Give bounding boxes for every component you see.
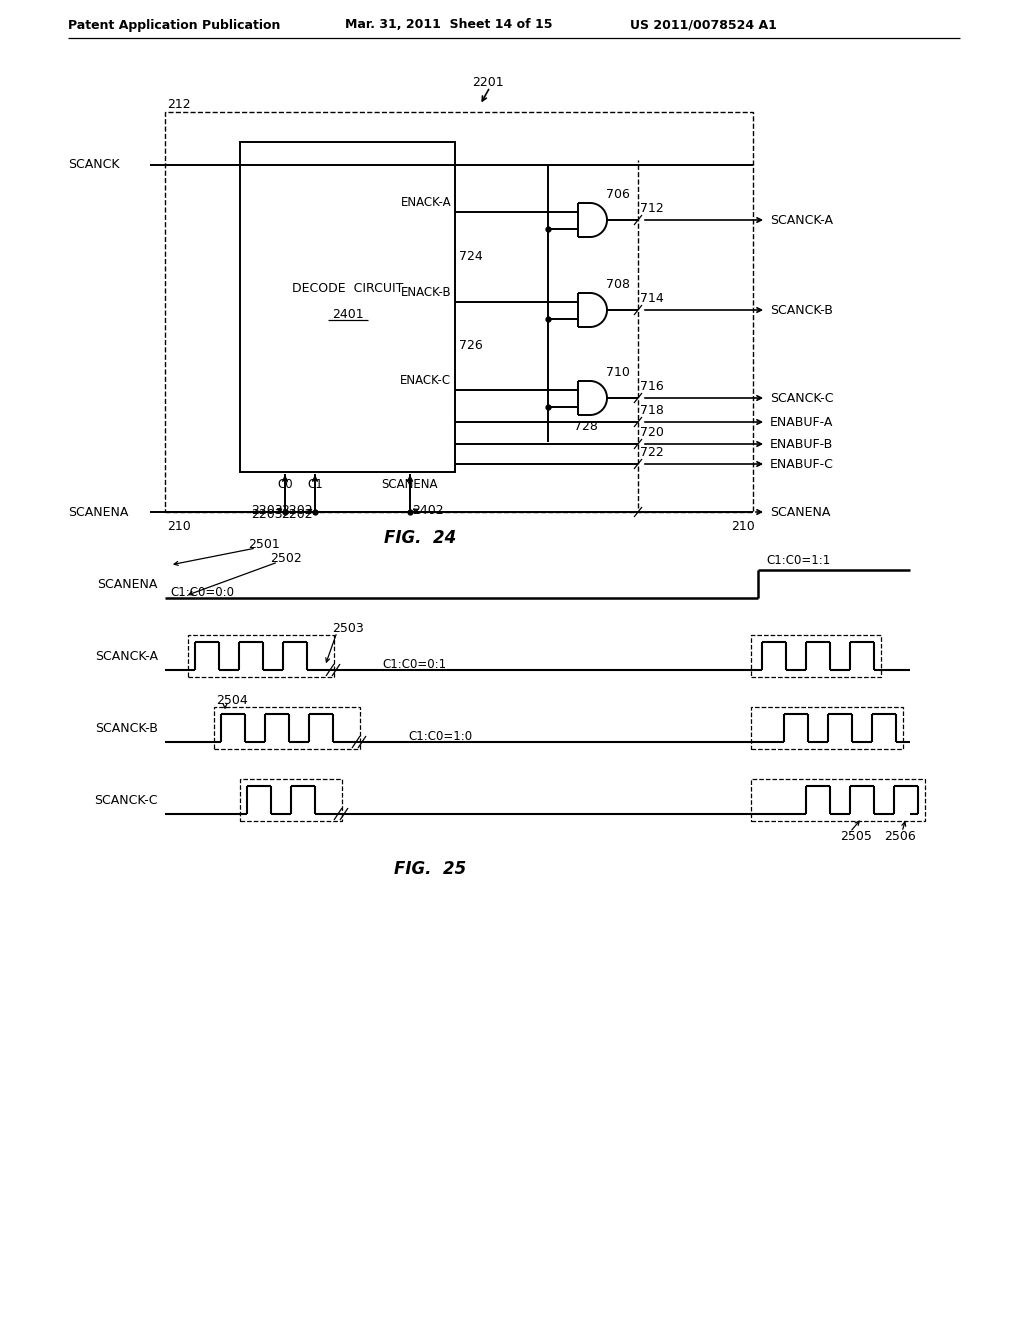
Text: SCANENA: SCANENA — [97, 578, 158, 590]
Text: SCANCK-B: SCANCK-B — [95, 722, 158, 734]
Text: SCANENA: SCANENA — [68, 506, 128, 519]
Text: DECODE  CIRCUIT: DECODE CIRCUIT — [292, 282, 403, 296]
Text: 2201: 2201 — [472, 77, 504, 90]
Bar — [165, 112, 753, 512]
Text: 710: 710 — [606, 367, 630, 380]
Bar — [751, 635, 881, 677]
Text: ENACK-A: ENACK-A — [400, 195, 451, 209]
Text: FIG.  24: FIG. 24 — [384, 529, 456, 546]
Text: Mar. 31, 2011  Sheet 14 of 15: Mar. 31, 2011 Sheet 14 of 15 — [345, 18, 553, 32]
Text: SCANCK-A: SCANCK-A — [95, 649, 158, 663]
Text: 2401: 2401 — [332, 309, 364, 322]
Text: 728: 728 — [574, 421, 598, 433]
Text: 712: 712 — [640, 202, 664, 214]
Text: 718: 718 — [640, 404, 664, 417]
Text: ENABUF-C: ENABUF-C — [770, 458, 834, 470]
Text: 2402: 2402 — [412, 503, 443, 516]
Text: 720: 720 — [640, 425, 664, 438]
Text: 2203: 2203 — [251, 503, 283, 516]
Text: 2501: 2501 — [248, 537, 280, 550]
Text: 212: 212 — [167, 99, 190, 111]
Text: 2202: 2202 — [282, 503, 313, 516]
Text: ENABUF-A: ENABUF-A — [770, 416, 834, 429]
Text: 2502: 2502 — [270, 552, 302, 565]
Text: 714: 714 — [640, 292, 664, 305]
Text: 2505: 2505 — [840, 829, 871, 842]
Text: 706: 706 — [606, 189, 630, 202]
Text: ENACK-C: ENACK-C — [400, 374, 451, 387]
Text: 726: 726 — [459, 339, 482, 352]
Text: SCANCK-C: SCANCK-C — [770, 392, 834, 404]
Text: SCANCK-A: SCANCK-A — [770, 214, 833, 227]
Bar — [751, 779, 925, 821]
Text: C1:C0=0:0: C1:C0=0:0 — [170, 586, 234, 598]
Text: C1:C0=0:1: C1:C0=0:1 — [382, 657, 446, 671]
Text: US 2011/0078524 A1: US 2011/0078524 A1 — [630, 18, 777, 32]
Text: SCANENA: SCANENA — [382, 478, 438, 491]
Text: ENABUF-B: ENABUF-B — [770, 437, 834, 450]
Text: 2503: 2503 — [332, 622, 364, 635]
Text: C1:C0=1:0: C1:C0=1:0 — [408, 730, 472, 742]
Text: C0: C0 — [278, 478, 293, 491]
Text: FIG.  25: FIG. 25 — [394, 861, 466, 878]
Text: 210: 210 — [167, 520, 190, 532]
Text: SCANCK-C: SCANCK-C — [94, 793, 158, 807]
Text: 2203: 2203 — [251, 507, 283, 520]
Text: 716: 716 — [640, 380, 664, 392]
Text: 722: 722 — [640, 446, 664, 458]
Text: 708: 708 — [606, 279, 630, 292]
Bar — [751, 708, 903, 748]
Text: 724: 724 — [459, 249, 482, 263]
Text: SCANCK-B: SCANCK-B — [770, 304, 833, 317]
Text: C1:C0=1:1: C1:C0=1:1 — [766, 553, 830, 566]
Bar — [240, 779, 342, 821]
Text: 2504: 2504 — [216, 693, 248, 706]
Text: 2202: 2202 — [282, 507, 313, 520]
Bar — [188, 635, 334, 677]
Text: SCANCK: SCANCK — [68, 158, 120, 172]
Bar — [240, 143, 455, 473]
Bar — [214, 708, 360, 748]
Text: ENACK-B: ENACK-B — [400, 286, 451, 300]
Text: Patent Application Publication: Patent Application Publication — [68, 18, 281, 32]
Text: SCANENA: SCANENA — [770, 506, 830, 519]
Text: 210: 210 — [731, 520, 755, 532]
Text: C1: C1 — [307, 478, 323, 491]
Text: 2506: 2506 — [884, 829, 915, 842]
